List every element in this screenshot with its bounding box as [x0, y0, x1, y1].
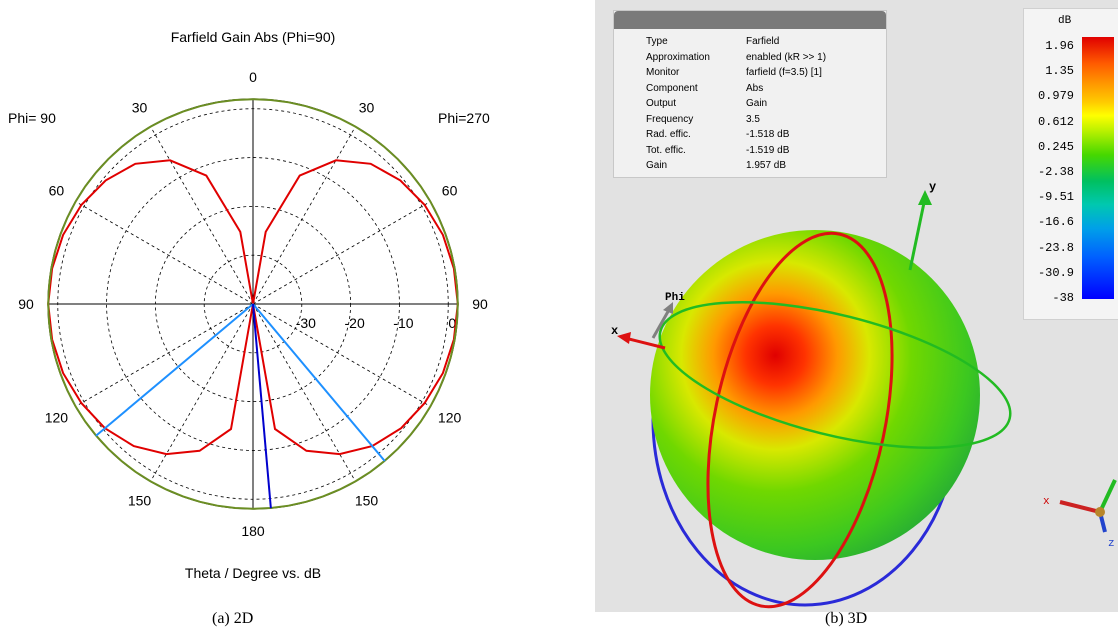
angle-spoke	[150, 126, 254, 305]
info-value: Abs	[746, 82, 764, 94]
info-key: Component	[646, 82, 698, 94]
marker-line	[95, 303, 254, 437]
angle-spoke	[150, 303, 254, 482]
farfield-info-box: Type Farfield Approximation enabled (kR >> …	[613, 10, 887, 178]
caption-2d: (a) 2D	[212, 610, 254, 627]
farfield-3d-view: y x Phi x z	[611, 180, 1117, 609]
legend-tick-label: -38	[1052, 291, 1074, 305]
info-value: farfield (f=3.5) [1]	[746, 67, 822, 78]
color-legend: dB 1.96 1.35 0.979 0.612 0.245 -2.38 -9.51 -16.…	[1023, 8, 1118, 320]
info-key: Tot. effic.	[646, 144, 686, 156]
max-gain-circle	[47, 98, 459, 510]
caption-3d: (b) 3D	[825, 610, 868, 627]
radial-tick-label: 0	[448, 315, 456, 331]
polar-chart-panel: 0 30 60 90 120 150 180 150 120 90 60 30 -30 -20 -10 0 Fa…	[8, 29, 490, 581]
phi-label: Phi	[665, 292, 685, 304]
radial-tick-label: -20	[345, 315, 365, 331]
legend-tick-label: -16.6	[1037, 215, 1074, 230]
marker-line	[252, 303, 272, 509]
angle-tick-label: 60	[49, 183, 65, 199]
radiation-lobe	[650, 230, 980, 560]
legend-tick-label: 1.96	[1045, 39, 1074, 53]
info-value: 1.957 dB	[746, 160, 787, 171]
angle-spoke	[252, 303, 356, 482]
angle-tick-label: 180	[241, 523, 265, 539]
mini-x-label: x	[1043, 496, 1050, 508]
info-key: Output	[646, 98, 677, 109]
mini-z-label: z	[1108, 538, 1115, 550]
info-key: Approximation	[646, 51, 710, 63]
x-axis-arrowhead	[617, 332, 631, 344]
polar-chart: 0 30 60 90 120 150 180 150 120 90 60 30 -30 -20 -10 0 Fa…	[8, 29, 490, 581]
farfield-3d-panel: y x Phi x z Type Farfield Approximation ena…	[595, 0, 1118, 612]
marker-line	[252, 303, 386, 462]
angle-spoke	[252, 303, 431, 407]
angle-tick-label: 30	[359, 99, 375, 115]
legend-tick-label: 0.245	[1037, 139, 1074, 154]
info-key: Frequency	[646, 113, 694, 125]
phi-arrow	[651, 307, 672, 339]
red-ring	[706, 231, 894, 609]
legend-tick-label: -9.51	[1037, 190, 1074, 205]
angle-tick-label: 150	[355, 493, 379, 509]
angle-tick-label: 150	[128, 493, 152, 509]
angle-spoke	[75, 303, 254, 407]
info-value: -1.519 dB	[746, 144, 790, 156]
info-value: Gain	[746, 98, 768, 109]
legend-color-bar	[1082, 37, 1114, 299]
angle-spoke	[75, 201, 254, 305]
x-axis-arrow	[624, 336, 666, 350]
angle-spoke	[252, 126, 356, 305]
orientation-widget: x z	[1043, 479, 1117, 550]
info-title-bar	[614, 11, 886, 29]
phi-right-label: Phi=270	[438, 110, 490, 126]
radial-tick-label: -30	[296, 315, 316, 331]
angle-spoke	[252, 201, 431, 305]
angle-tick-label: 90	[18, 296, 34, 312]
x-axis-title: Theta / Degree vs. dB	[185, 565, 321, 581]
y-axis-arrow	[908, 197, 927, 271]
angle-tick-label: 30	[132, 99, 148, 115]
chart-title: Farfield Gain Abs (Phi=90)	[171, 29, 336, 45]
y-axis-arrowhead	[918, 190, 932, 205]
legend-tick-label: -30.9	[1037, 265, 1074, 280]
angle-tick-label: 60	[442, 183, 458, 199]
phi-arrowhead	[663, 302, 673, 314]
x-axis-label: x	[611, 324, 618, 338]
y-axis-label: y	[929, 180, 936, 194]
info-value: 3.5	[746, 113, 760, 125]
info-key: Rad. effic.	[646, 129, 691, 140]
green-ring	[658, 301, 1012, 449]
legend-tick-label: -2.38	[1037, 165, 1074, 179]
legend-tick-label: 0.612	[1037, 114, 1074, 129]
info-key: Type	[646, 36, 668, 47]
info-key: Monitor	[646, 67, 680, 78]
info-value: -1.518 dB	[746, 129, 790, 140]
angle-tick-label: 120	[438, 410, 462, 426]
angle-tick-label: 90	[472, 296, 488, 312]
angle-tick-label: 0	[249, 69, 257, 85]
info-key: Gain	[646, 160, 668, 171]
legend-unit: dB	[1058, 15, 1072, 27]
radial-tick-label: -10	[393, 315, 413, 331]
info-value: enabled (kR >> 1)	[746, 51, 827, 63]
angle-tick-label: 120	[45, 410, 69, 426]
phi-left-label: Phi= 90	[8, 110, 56, 126]
legend-tick-label: 0.979	[1037, 89, 1074, 104]
legend-tick-label: 1.35	[1045, 64, 1074, 79]
info-value: Farfield	[746, 36, 780, 47]
legend-tick-label: -23.8	[1037, 240, 1074, 255]
